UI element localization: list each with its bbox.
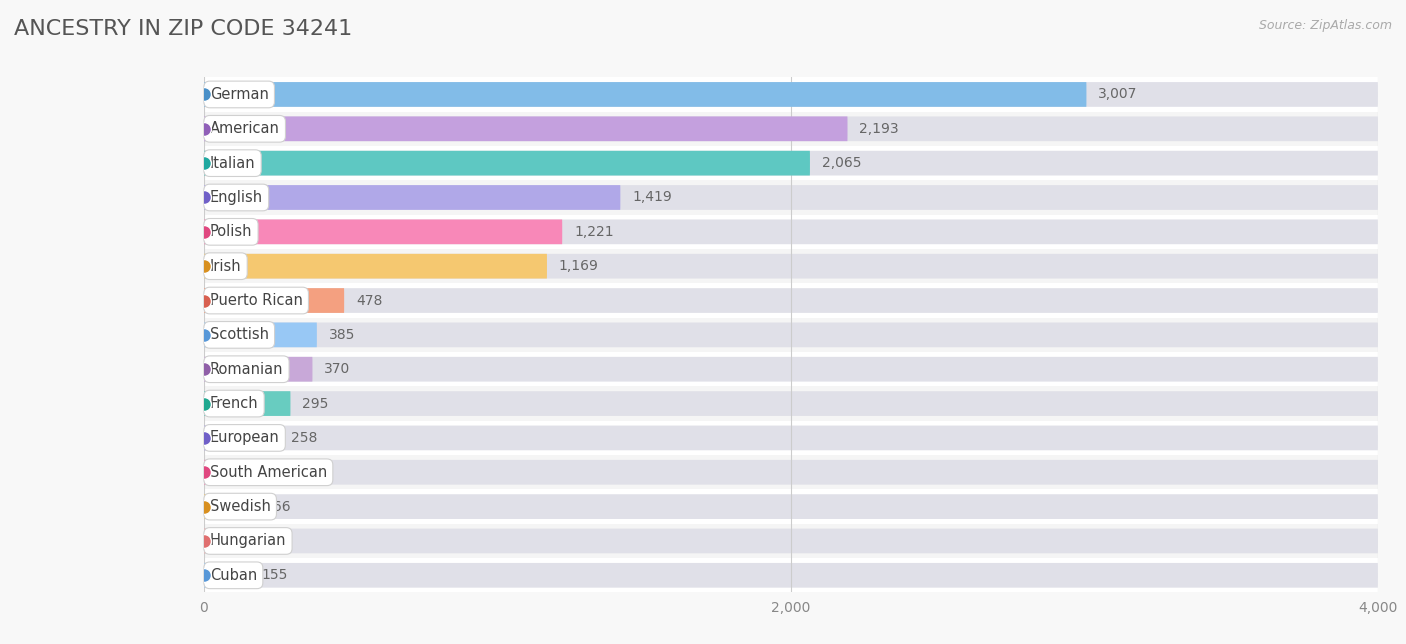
FancyBboxPatch shape <box>204 323 316 347</box>
Text: 3,007: 3,007 <box>1098 88 1137 102</box>
FancyBboxPatch shape <box>204 82 1087 107</box>
FancyBboxPatch shape <box>204 494 1378 519</box>
Text: Hungarian: Hungarian <box>209 533 287 549</box>
FancyBboxPatch shape <box>204 524 1378 558</box>
FancyBboxPatch shape <box>204 185 1378 210</box>
FancyBboxPatch shape <box>204 214 1378 249</box>
Text: French: French <box>209 396 259 411</box>
Text: Polish: Polish <box>209 224 252 240</box>
FancyBboxPatch shape <box>204 151 810 176</box>
FancyBboxPatch shape <box>204 494 253 519</box>
FancyBboxPatch shape <box>204 254 1378 279</box>
Text: 164: 164 <box>264 534 290 548</box>
FancyBboxPatch shape <box>204 357 1378 382</box>
FancyBboxPatch shape <box>204 391 291 416</box>
FancyBboxPatch shape <box>204 77 1378 111</box>
Text: 385: 385 <box>329 328 354 342</box>
FancyBboxPatch shape <box>204 151 1378 176</box>
Text: Irish: Irish <box>209 259 242 274</box>
FancyBboxPatch shape <box>204 249 1378 283</box>
FancyBboxPatch shape <box>204 146 1378 180</box>
Text: 1,169: 1,169 <box>558 259 599 273</box>
FancyBboxPatch shape <box>204 386 1378 421</box>
FancyBboxPatch shape <box>204 426 280 450</box>
Text: German: German <box>209 87 269 102</box>
FancyBboxPatch shape <box>204 180 1378 214</box>
Text: 370: 370 <box>325 362 350 376</box>
Text: European: European <box>209 430 280 446</box>
Text: American: American <box>209 121 280 137</box>
FancyBboxPatch shape <box>204 455 1378 489</box>
FancyBboxPatch shape <box>204 254 547 279</box>
Text: Italian: Italian <box>209 156 256 171</box>
FancyBboxPatch shape <box>204 563 1378 588</box>
Text: Puerto Rican: Puerto Rican <box>209 293 302 308</box>
Text: 166: 166 <box>264 500 291 514</box>
Text: 155: 155 <box>262 568 287 582</box>
FancyBboxPatch shape <box>204 283 1378 317</box>
Text: Cuban: Cuban <box>209 568 257 583</box>
FancyBboxPatch shape <box>204 460 1378 485</box>
FancyBboxPatch shape <box>204 323 1378 347</box>
FancyBboxPatch shape <box>204 220 1378 244</box>
FancyBboxPatch shape <box>204 220 562 244</box>
FancyBboxPatch shape <box>204 426 1378 450</box>
FancyBboxPatch shape <box>204 185 620 210</box>
FancyBboxPatch shape <box>204 529 252 553</box>
FancyBboxPatch shape <box>204 489 1378 524</box>
Text: Swedish: Swedish <box>209 499 270 514</box>
Text: 2,193: 2,193 <box>859 122 898 136</box>
FancyBboxPatch shape <box>204 117 848 141</box>
FancyBboxPatch shape <box>204 563 249 588</box>
FancyBboxPatch shape <box>204 391 1378 416</box>
FancyBboxPatch shape <box>204 558 1378 592</box>
FancyBboxPatch shape <box>204 317 1378 352</box>
Text: Source: ZipAtlas.com: Source: ZipAtlas.com <box>1258 19 1392 32</box>
FancyBboxPatch shape <box>204 460 264 485</box>
Text: 1,221: 1,221 <box>574 225 613 239</box>
FancyBboxPatch shape <box>204 352 1378 386</box>
FancyBboxPatch shape <box>204 288 344 313</box>
Text: ANCESTRY IN ZIP CODE 34241: ANCESTRY IN ZIP CODE 34241 <box>14 19 353 39</box>
FancyBboxPatch shape <box>204 421 1378 455</box>
FancyBboxPatch shape <box>204 357 312 382</box>
Text: Romanian: Romanian <box>209 362 283 377</box>
FancyBboxPatch shape <box>204 529 1378 553</box>
Text: 206: 206 <box>276 465 302 479</box>
Text: 2,065: 2,065 <box>821 156 862 170</box>
Text: 478: 478 <box>356 294 382 308</box>
FancyBboxPatch shape <box>204 288 1378 313</box>
Text: Scottish: Scottish <box>209 327 269 343</box>
FancyBboxPatch shape <box>204 117 1378 141</box>
Text: English: English <box>209 190 263 205</box>
FancyBboxPatch shape <box>204 82 1378 107</box>
Text: 258: 258 <box>291 431 318 445</box>
FancyBboxPatch shape <box>204 111 1378 146</box>
Text: 1,419: 1,419 <box>633 191 672 205</box>
Text: South American: South American <box>209 465 328 480</box>
Text: 295: 295 <box>302 397 329 411</box>
